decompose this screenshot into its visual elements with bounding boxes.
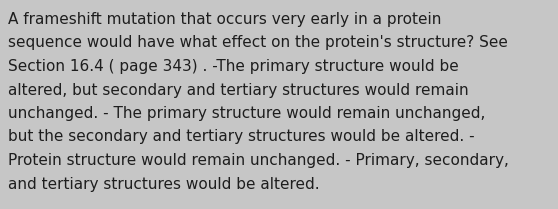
Text: and tertiary structures would be altered.: and tertiary structures would be altered…	[8, 176, 320, 191]
Text: Section 16.4 ( page 343) . -The primary structure would be: Section 16.4 ( page 343) . -The primary …	[8, 59, 459, 74]
Text: unchanged. - The primary structure would remain unchanged,: unchanged. - The primary structure would…	[8, 106, 485, 121]
Text: altered, but secondary and tertiary structures would remain: altered, but secondary and tertiary stru…	[8, 83, 469, 98]
Text: sequence would have what effect on the protein's structure? See: sequence would have what effect on the p…	[8, 36, 508, 51]
Text: A frameshift mutation that occurs very early in a protein: A frameshift mutation that occurs very e…	[8, 12, 441, 27]
Text: Protein structure would remain unchanged. - Primary, secondary,: Protein structure would remain unchanged…	[8, 153, 509, 168]
Text: but the secondary and tertiary structures would be altered. -: but the secondary and tertiary structure…	[8, 130, 475, 144]
